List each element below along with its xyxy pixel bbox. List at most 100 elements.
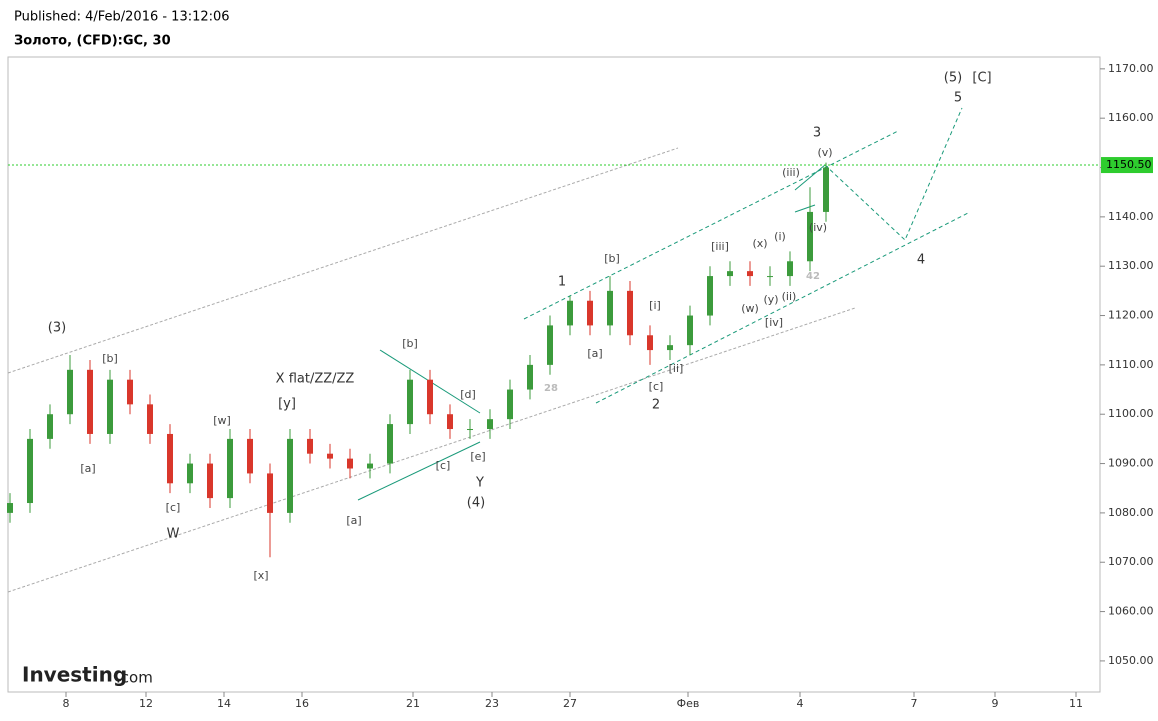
trend-line bbox=[7, 307, 856, 593]
plot bbox=[7, 162, 829, 558]
wave-label: (5) bbox=[944, 71, 962, 86]
candle-body bbox=[407, 379, 413, 425]
candle-body bbox=[667, 345, 673, 351]
candle-body bbox=[787, 261, 793, 277]
wave-label: (iii) bbox=[782, 166, 800, 179]
plot-frame bbox=[7, 56, 1101, 693]
last-price-label: 1150.50 bbox=[1106, 158, 1152, 171]
logo: Investing bbox=[22, 663, 127, 687]
wave-label: (x) bbox=[752, 237, 767, 250]
published: Published: 4/Feb/2016 - 13:12:06 bbox=[14, 10, 230, 25]
candle-body bbox=[427, 379, 433, 415]
trend-line bbox=[7, 147, 679, 374]
wave-label: [c] bbox=[166, 501, 181, 514]
y-tick-label: 1070.00 bbox=[1108, 555, 1154, 568]
wave-label: [y] bbox=[278, 397, 296, 412]
wave-label: (y) bbox=[763, 293, 778, 306]
x-tick-label: 12 bbox=[139, 697, 153, 710]
candle-body bbox=[87, 369, 93, 434]
wave-label: [e] bbox=[470, 450, 485, 463]
y-tick-label: 1080.00 bbox=[1108, 506, 1154, 519]
wave-label: 4 bbox=[917, 253, 925, 268]
x-tick-label: 16 bbox=[295, 697, 309, 710]
wave-label: 1 bbox=[558, 275, 566, 290]
candle-body bbox=[527, 364, 533, 390]
wedge-line bbox=[794, 164, 826, 191]
last-price-box bbox=[1101, 157, 1153, 174]
wave-label: W bbox=[167, 527, 180, 542]
candle-body bbox=[707, 276, 713, 316]
wave-label: [i] bbox=[649, 299, 661, 312]
x-tick-label: 8 bbox=[63, 697, 70, 710]
candle-body bbox=[367, 463, 373, 469]
candle-body bbox=[687, 315, 693, 346]
y-tick-label: 1170.00 bbox=[1108, 62, 1154, 75]
wave-label: [a] bbox=[346, 514, 361, 527]
wave-label: 5 bbox=[954, 91, 962, 106]
wave-label: 3 bbox=[813, 126, 821, 141]
candle-body bbox=[187, 463, 193, 484]
wave-label: [b] bbox=[102, 352, 118, 365]
candle-body bbox=[627, 290, 633, 336]
wave-label: Y bbox=[475, 476, 484, 491]
candle-body bbox=[607, 290, 613, 326]
candle-body bbox=[807, 211, 813, 262]
candle-body bbox=[467, 429, 473, 431]
wave-label: [w] bbox=[213, 414, 231, 427]
candle-body bbox=[507, 389, 513, 420]
y-tick-label: 1060.00 bbox=[1108, 605, 1154, 618]
wave-label: [b] bbox=[402, 337, 418, 350]
candle-body bbox=[327, 453, 333, 459]
wave-label: (3) bbox=[48, 321, 66, 336]
wave-label: X flat/ZZ/ZZ bbox=[276, 372, 355, 387]
candle-body bbox=[747, 271, 753, 277]
candle-body bbox=[387, 424, 393, 464]
wave-label: [x] bbox=[253, 569, 268, 582]
candle-body bbox=[487, 419, 493, 430]
wave-label: (v) bbox=[817, 146, 832, 159]
x-tick-label: 4 bbox=[797, 697, 804, 710]
y-tick-label: 1120.00 bbox=[1108, 309, 1154, 322]
x-tick-label: 27 bbox=[563, 697, 577, 710]
wave-label: [c] bbox=[436, 459, 451, 472]
candle-body bbox=[127, 379, 133, 405]
candle-body bbox=[27, 438, 33, 504]
y-tick-label: 1160.00 bbox=[1108, 111, 1154, 124]
wave-label: (iv) bbox=[809, 221, 827, 234]
candle-body bbox=[47, 414, 53, 439]
wedge-line bbox=[794, 204, 816, 213]
logo-suffix: .com bbox=[116, 669, 153, 687]
x-tick-label: Фев bbox=[677, 697, 700, 710]
wave-label: (ii) bbox=[782, 290, 797, 303]
candle-body bbox=[447, 414, 453, 430]
candle-body bbox=[147, 404, 153, 434]
candle-body bbox=[347, 458, 353, 469]
candle-body bbox=[567, 300, 573, 326]
y-tick-label: 1110.00 bbox=[1108, 358, 1154, 371]
y-tick-label: 1050.00 bbox=[1108, 654, 1154, 667]
projection bbox=[824, 107, 963, 241]
candle-body bbox=[267, 473, 273, 513]
wave-label: [c] bbox=[649, 380, 664, 393]
candle-body bbox=[167, 433, 173, 484]
wave-label: [ii] bbox=[669, 362, 684, 375]
candle-body bbox=[767, 276, 773, 278]
x-tick-label: 7 bbox=[911, 697, 918, 710]
x-tick-label: 9 bbox=[992, 697, 999, 710]
x-tick-label: 14 bbox=[217, 697, 231, 710]
wave-label: [iii] bbox=[711, 240, 729, 253]
candle-body bbox=[107, 379, 113, 434]
candle-body bbox=[247, 438, 253, 474]
candle-body bbox=[587, 300, 593, 326]
wave-label: (i) bbox=[774, 230, 786, 243]
instrument: Золото, (CFD):GC, 30 bbox=[14, 34, 171, 49]
y-tick-label: 1130.00 bbox=[1108, 259, 1154, 272]
wave-label: [a] bbox=[587, 347, 602, 360]
wave-label: [d] bbox=[460, 388, 476, 401]
triangle-line bbox=[357, 441, 481, 501]
wave-label: 28 bbox=[544, 383, 558, 394]
wave-label: [C] bbox=[972, 71, 991, 86]
candle-body bbox=[647, 335, 653, 351]
candle-body bbox=[823, 167, 829, 212]
